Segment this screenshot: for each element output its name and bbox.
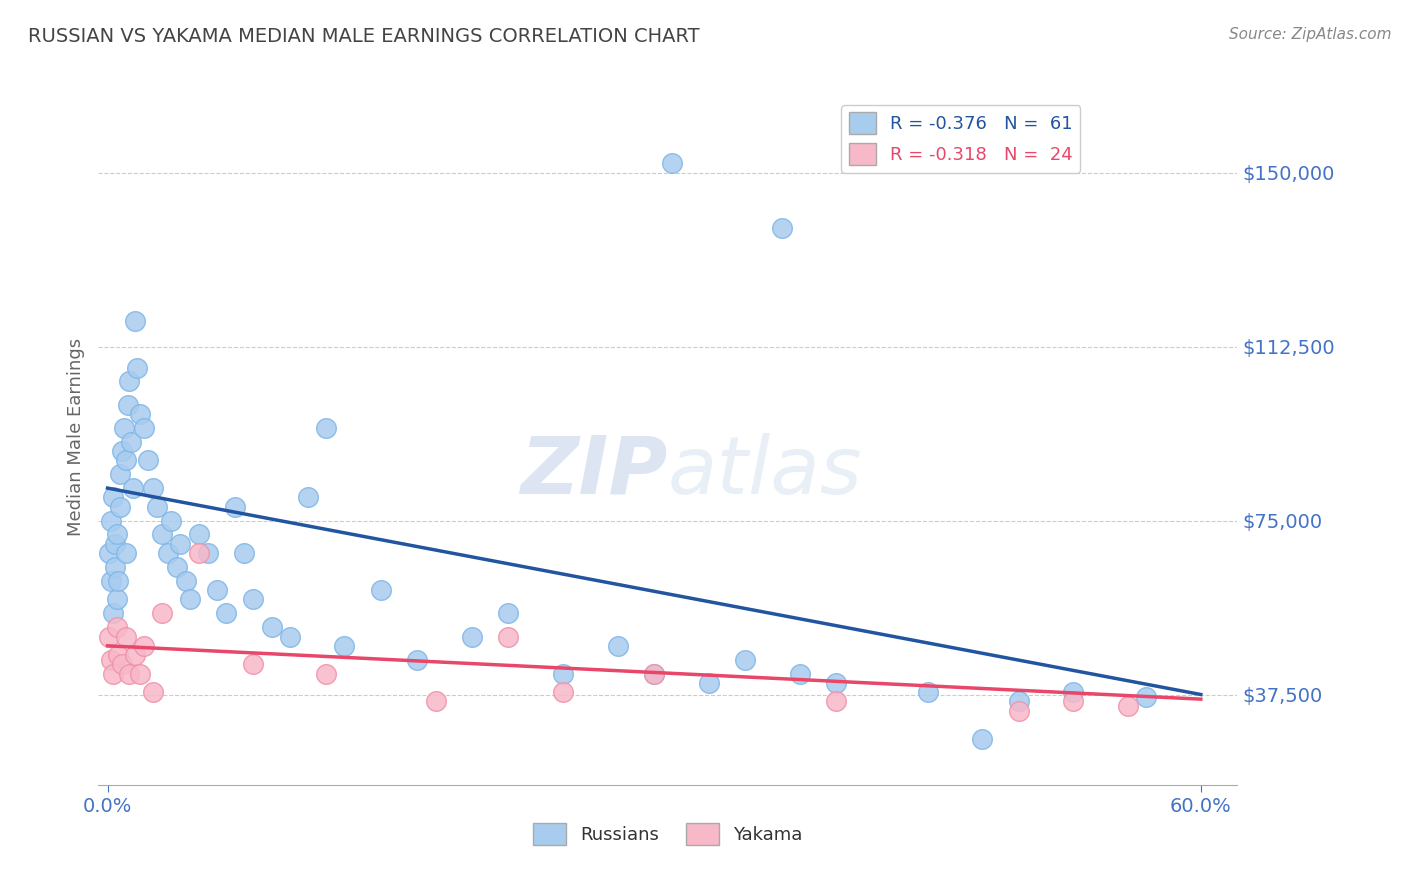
Point	[498, 607, 520, 621]
Point	[224, 500, 246, 514]
Point	[156, 546, 179, 560]
Point	[242, 657, 264, 672]
Point	[972, 731, 994, 746]
Point	[917, 685, 939, 699]
Point	[129, 407, 152, 421]
Point	[233, 546, 256, 560]
Point	[118, 375, 141, 389]
Point	[174, 574, 197, 588]
Point	[643, 666, 665, 681]
Text: ZIP: ZIP	[520, 433, 668, 511]
Point	[142, 685, 165, 699]
Y-axis label: Median Male Earnings: Median Male Earnings	[66, 338, 84, 536]
Point	[406, 653, 429, 667]
Point	[825, 694, 848, 708]
Point	[315, 421, 337, 435]
Point	[132, 421, 155, 435]
Point	[114, 546, 136, 560]
Point	[132, 639, 155, 653]
Point	[160, 514, 183, 528]
Point	[112, 421, 135, 435]
Point	[98, 630, 121, 644]
Point	[125, 360, 148, 375]
Point	[111, 657, 134, 672]
Point	[461, 630, 484, 644]
Point	[1062, 694, 1084, 708]
Point	[117, 398, 139, 412]
Point	[100, 514, 122, 528]
Point	[205, 583, 228, 598]
Point	[107, 648, 129, 662]
Point	[107, 574, 129, 588]
Point	[124, 314, 146, 328]
Point	[101, 607, 124, 621]
Point	[179, 592, 201, 607]
Point	[150, 527, 173, 541]
Point	[150, 607, 173, 621]
Text: RUSSIAN VS YAKAMA MEDIAN MALE EARNINGS CORRELATION CHART: RUSSIAN VS YAKAMA MEDIAN MALE EARNINGS C…	[28, 27, 700, 45]
Point	[425, 694, 447, 708]
Point	[297, 491, 319, 505]
Point	[1062, 685, 1084, 699]
Point	[333, 639, 356, 653]
Point	[142, 481, 165, 495]
Point	[606, 639, 628, 653]
Point	[242, 592, 264, 607]
Point	[187, 546, 209, 560]
Point	[770, 221, 793, 235]
Point	[551, 685, 574, 699]
Point	[100, 574, 122, 588]
Point	[166, 560, 188, 574]
Point	[734, 653, 756, 667]
Point	[260, 620, 283, 634]
Point	[110, 500, 132, 514]
Point	[104, 560, 127, 574]
Point	[124, 648, 146, 662]
Point	[315, 666, 337, 681]
Point	[278, 630, 301, 644]
Point	[215, 607, 238, 621]
Point	[661, 156, 683, 170]
Point	[105, 527, 128, 541]
Point	[643, 666, 665, 681]
Point	[1135, 690, 1157, 704]
Point	[197, 546, 219, 560]
Text: Source: ZipAtlas.com: Source: ZipAtlas.com	[1229, 27, 1392, 42]
Point	[129, 666, 152, 681]
Point	[825, 676, 848, 690]
Point	[145, 500, 167, 514]
Point	[111, 444, 134, 458]
Point	[169, 537, 191, 551]
Point	[187, 527, 209, 541]
Point	[498, 630, 520, 644]
Point	[101, 491, 124, 505]
Text: atlas: atlas	[668, 433, 863, 511]
Point	[98, 546, 121, 560]
Point	[104, 537, 127, 551]
Point	[789, 666, 811, 681]
Point	[110, 467, 132, 482]
Point	[122, 481, 145, 495]
Point	[101, 666, 124, 681]
Point	[1116, 699, 1139, 714]
Point	[551, 666, 574, 681]
Point	[697, 676, 720, 690]
Point	[100, 653, 122, 667]
Point	[370, 583, 392, 598]
Point	[120, 434, 142, 449]
Point	[1007, 694, 1029, 708]
Point	[1007, 704, 1029, 718]
Point	[114, 630, 136, 644]
Legend: Russians, Yakama: Russians, Yakama	[526, 816, 810, 853]
Point	[114, 453, 136, 467]
Point	[105, 592, 128, 607]
Point	[118, 666, 141, 681]
Point	[105, 620, 128, 634]
Point	[136, 453, 159, 467]
